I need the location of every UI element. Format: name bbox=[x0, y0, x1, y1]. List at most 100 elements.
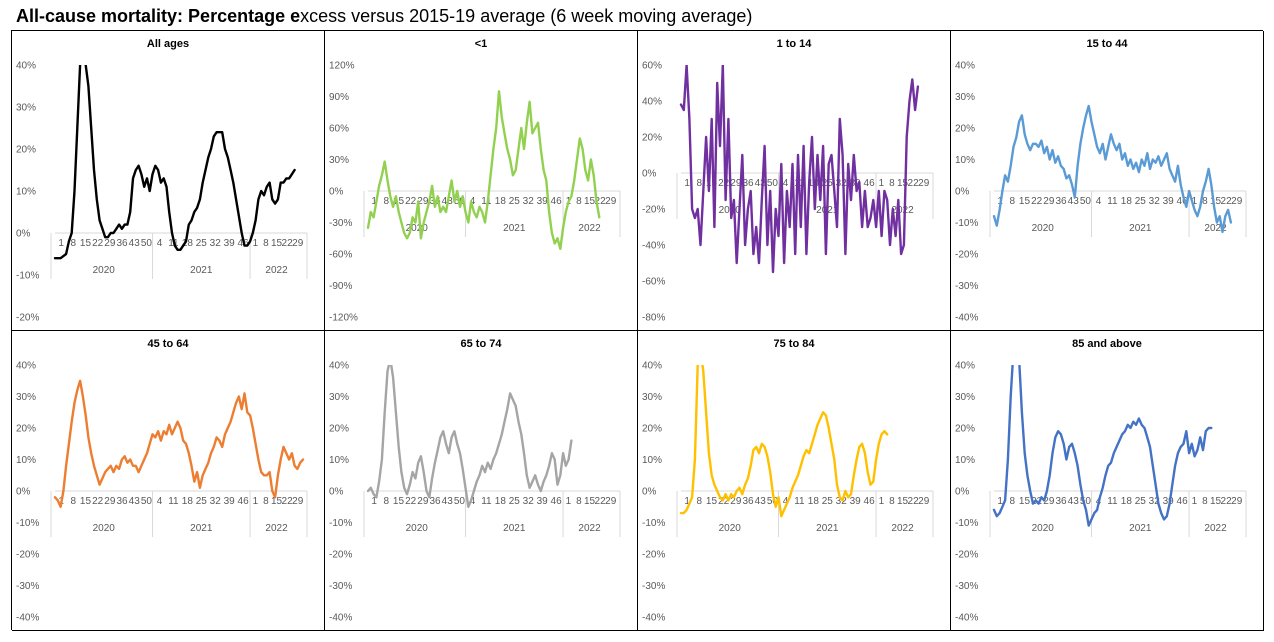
y-tick-label: -40% bbox=[642, 241, 665, 252]
x-tick-label: 22 bbox=[908, 496, 920, 507]
x-tick-label: 4 bbox=[470, 196, 476, 207]
x-tick-label: 43 bbox=[1068, 196, 1080, 207]
y-tick-label: 10% bbox=[16, 187, 36, 198]
x-tick-label: 8 bbox=[697, 178, 703, 189]
x-tick-label: 1 bbox=[566, 496, 572, 507]
y-tick-label: 30% bbox=[16, 103, 36, 114]
x-tick-label: 4 bbox=[157, 238, 163, 249]
x-tick-label: 8 bbox=[889, 496, 895, 507]
x-tick-label: 43 bbox=[1068, 496, 1080, 507]
y-tick-label: 20% bbox=[329, 424, 349, 435]
chart-title: 65 to 74 bbox=[461, 338, 503, 350]
y-tick-label: 10% bbox=[642, 455, 662, 466]
y-tick-label: 20% bbox=[955, 424, 975, 435]
x-tick-label: 43 bbox=[129, 238, 141, 249]
y-tick-label: -20% bbox=[642, 205, 665, 216]
page-title: All-cause mortality: Percentage excess v… bbox=[16, 6, 753, 26]
x-tick-label: 8 bbox=[384, 496, 390, 507]
series-line bbox=[53, 65, 296, 260]
chart-panel-65-to-74: 65 to 74 -40% -30% -20% -10% 0% 10% 20% 30% 40% 1 8… bbox=[325, 331, 638, 631]
x-tick-label: 50 bbox=[767, 178, 779, 189]
x-tick-label: 32 bbox=[523, 196, 535, 207]
x-tick-label: 39 bbox=[537, 196, 549, 207]
x-tick-label: 43 bbox=[755, 496, 767, 507]
year-label: 2021 bbox=[503, 223, 526, 234]
x-tick-label: 32 bbox=[836, 496, 848, 507]
chart-title: <1 bbox=[475, 38, 488, 50]
x-tick-label: 32 bbox=[1149, 196, 1161, 207]
chart-svg: 45 to 64-40%-30%-20%-10%0%10%20%30%40%1 8… bbox=[16, 338, 308, 624]
x-tick-label: 8 bbox=[1010, 496, 1016, 507]
x-tick-label: 29 bbox=[1231, 496, 1243, 507]
x-tick-label: 11 bbox=[168, 496, 179, 507]
x-tick-label: 8 bbox=[1202, 196, 1208, 207]
x-tick-label: 11 bbox=[481, 496, 492, 507]
x-tick-label: 15 bbox=[271, 496, 283, 507]
x-tick-label: 1 bbox=[1192, 496, 1198, 507]
x-tick-label: 39 bbox=[850, 496, 862, 507]
year-label: 2022 bbox=[578, 223, 601, 234]
chart-svg: 75 to 84-40%-30%-20%-10%0%10%20%30%40%1 8… bbox=[642, 338, 934, 624]
y-tick-label: 0% bbox=[642, 169, 657, 180]
x-tick-label: 32 bbox=[210, 238, 222, 249]
chart-svg: All ages-20%-10%0%10%20%30%40%1 8 15 22 29 36… bbox=[16, 38, 308, 324]
x-tick-label: 29 bbox=[918, 496, 930, 507]
y-tick-label: 40% bbox=[16, 361, 36, 372]
y-tick-label: -60% bbox=[329, 250, 352, 261]
x-tick-label: 46 bbox=[1177, 196, 1189, 207]
x-tick-label: 4 bbox=[783, 178, 789, 189]
series-line bbox=[992, 365, 1213, 527]
y-tick-label: -20% bbox=[16, 550, 39, 561]
year-label: 2020 bbox=[1032, 223, 1055, 234]
y-tick-label: 10% bbox=[955, 155, 975, 166]
y-tick-label: -60% bbox=[642, 277, 665, 288]
y-tick-label: 60% bbox=[642, 61, 662, 72]
series-line bbox=[366, 365, 573, 509]
x-tick-label: 8 bbox=[697, 496, 703, 507]
x-tick-label: 25 bbox=[196, 238, 208, 249]
x-tick-label: 36 bbox=[116, 496, 128, 507]
year-label: 2020 bbox=[93, 265, 116, 276]
chart-title: 15 to 44 bbox=[1087, 38, 1129, 50]
x-tick-label: 29 bbox=[1043, 496, 1055, 507]
chart-svg: <1-120%-90%-60%-30%0%30%60%90%120%1 8 15 22… bbox=[329, 38, 621, 324]
chart-title: 45 to 64 bbox=[148, 338, 190, 350]
y-tick-label: -10% bbox=[16, 518, 39, 529]
x-tick-label: 46 bbox=[551, 496, 563, 507]
y-tick-label: 0% bbox=[329, 487, 344, 498]
y-tick-label: -20% bbox=[329, 550, 352, 561]
x-tick-label: 29 bbox=[292, 496, 304, 507]
chart-svg: 65 to 74-40%-30%-20%-10%0%10%20%30%40%1 8… bbox=[329, 338, 621, 624]
x-tick-label: 15 bbox=[584, 496, 596, 507]
chart-title: 85 and above bbox=[1072, 338, 1142, 350]
year-label: 2021 bbox=[1129, 523, 1152, 534]
x-tick-label: 46 bbox=[1177, 496, 1189, 507]
x-tick-label: 15 bbox=[80, 496, 92, 507]
x-tick-label: 32 bbox=[1149, 496, 1161, 507]
y-tick-label: -30% bbox=[955, 281, 978, 292]
x-tick-label: 25 bbox=[1135, 496, 1147, 507]
x-tick-label: 15 bbox=[897, 496, 909, 507]
x-tick-label: 50 bbox=[1080, 496, 1092, 507]
year-label: 2021 bbox=[190, 523, 213, 534]
x-tick-label: 50 bbox=[454, 496, 466, 507]
x-tick-label: 15 bbox=[584, 196, 596, 207]
chart-title: 1 to 14 bbox=[777, 38, 813, 50]
x-tick-label: 32 bbox=[210, 496, 222, 507]
y-tick-label: 0% bbox=[16, 229, 31, 240]
x-tick-label: 29 bbox=[104, 496, 116, 507]
x-tick-label: 22 bbox=[405, 196, 417, 207]
chart-title: 75 to 84 bbox=[774, 338, 816, 350]
year-label: 2022 bbox=[265, 523, 288, 534]
x-tick-label: 22 bbox=[718, 178, 730, 189]
x-tick-label: 18 bbox=[182, 238, 194, 249]
y-tick-label: -120% bbox=[329, 313, 358, 324]
y-tick-label: -30% bbox=[329, 218, 352, 229]
chart-svg: 1 to 14-80%-60%-40%-20%0%20%40%60%1 8 15 22… bbox=[642, 38, 934, 324]
chart-panel-15-to-44: 15 to 44 -40% -30% -20% -10% 0% 10% 20% 30% 40% 1 8… bbox=[951, 31, 1264, 331]
y-tick-label: -90% bbox=[329, 281, 352, 292]
x-tick-label: 18 bbox=[1121, 196, 1133, 207]
x-tick-label: 15 bbox=[393, 496, 405, 507]
x-tick-label: 50 bbox=[141, 496, 153, 507]
x-tick-label: 1 bbox=[997, 496, 1003, 507]
